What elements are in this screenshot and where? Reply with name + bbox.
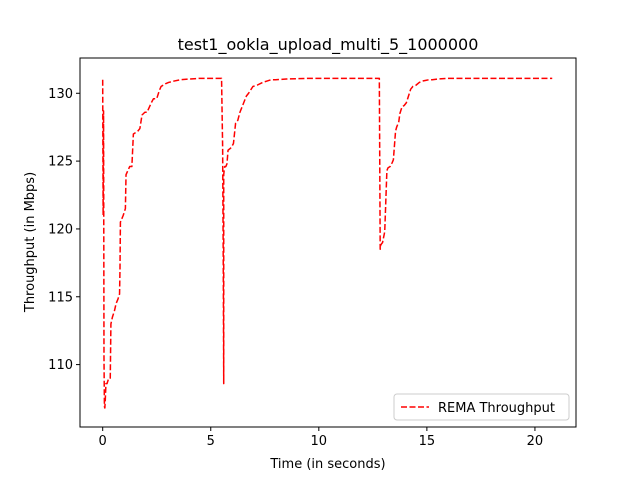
legend-label: REMA Throughput: [438, 401, 555, 416]
x-tick-label: 15: [419, 434, 436, 449]
x-axis: 0 5 10 15 20: [99, 427, 544, 449]
x-tick-label: 20: [527, 434, 544, 449]
series-layer: [101, 77, 553, 409]
chart-title: test1_ookla_upload_multi_5_1000000: [178, 35, 479, 55]
y-tick-label: 130: [48, 87, 73, 102]
x-tick-label: 5: [207, 434, 215, 449]
x-tick-label: 0: [99, 434, 107, 449]
y-axis: 110 115 120 125 130: [48, 87, 80, 373]
plot-background: [80, 58, 576, 427]
x-tick-label: 10: [311, 434, 328, 449]
y-tick-label: 115: [48, 290, 73, 305]
legend: REMA Throughput: [393, 393, 570, 421]
y-axis-label: Throughput (in Mbps): [23, 172, 38, 313]
plot-area: [79, 57, 577, 428]
legend-box: [393, 393, 570, 421]
y-tick-label: 125: [48, 155, 73, 170]
y-tick-label: 120: [48, 222, 73, 237]
plot-frame: [79, 57, 577, 428]
y-tick-label: 110: [48, 358, 73, 373]
x-axis-label: Time (in seconds): [269, 457, 385, 472]
series-line-0: [101, 77, 553, 409]
